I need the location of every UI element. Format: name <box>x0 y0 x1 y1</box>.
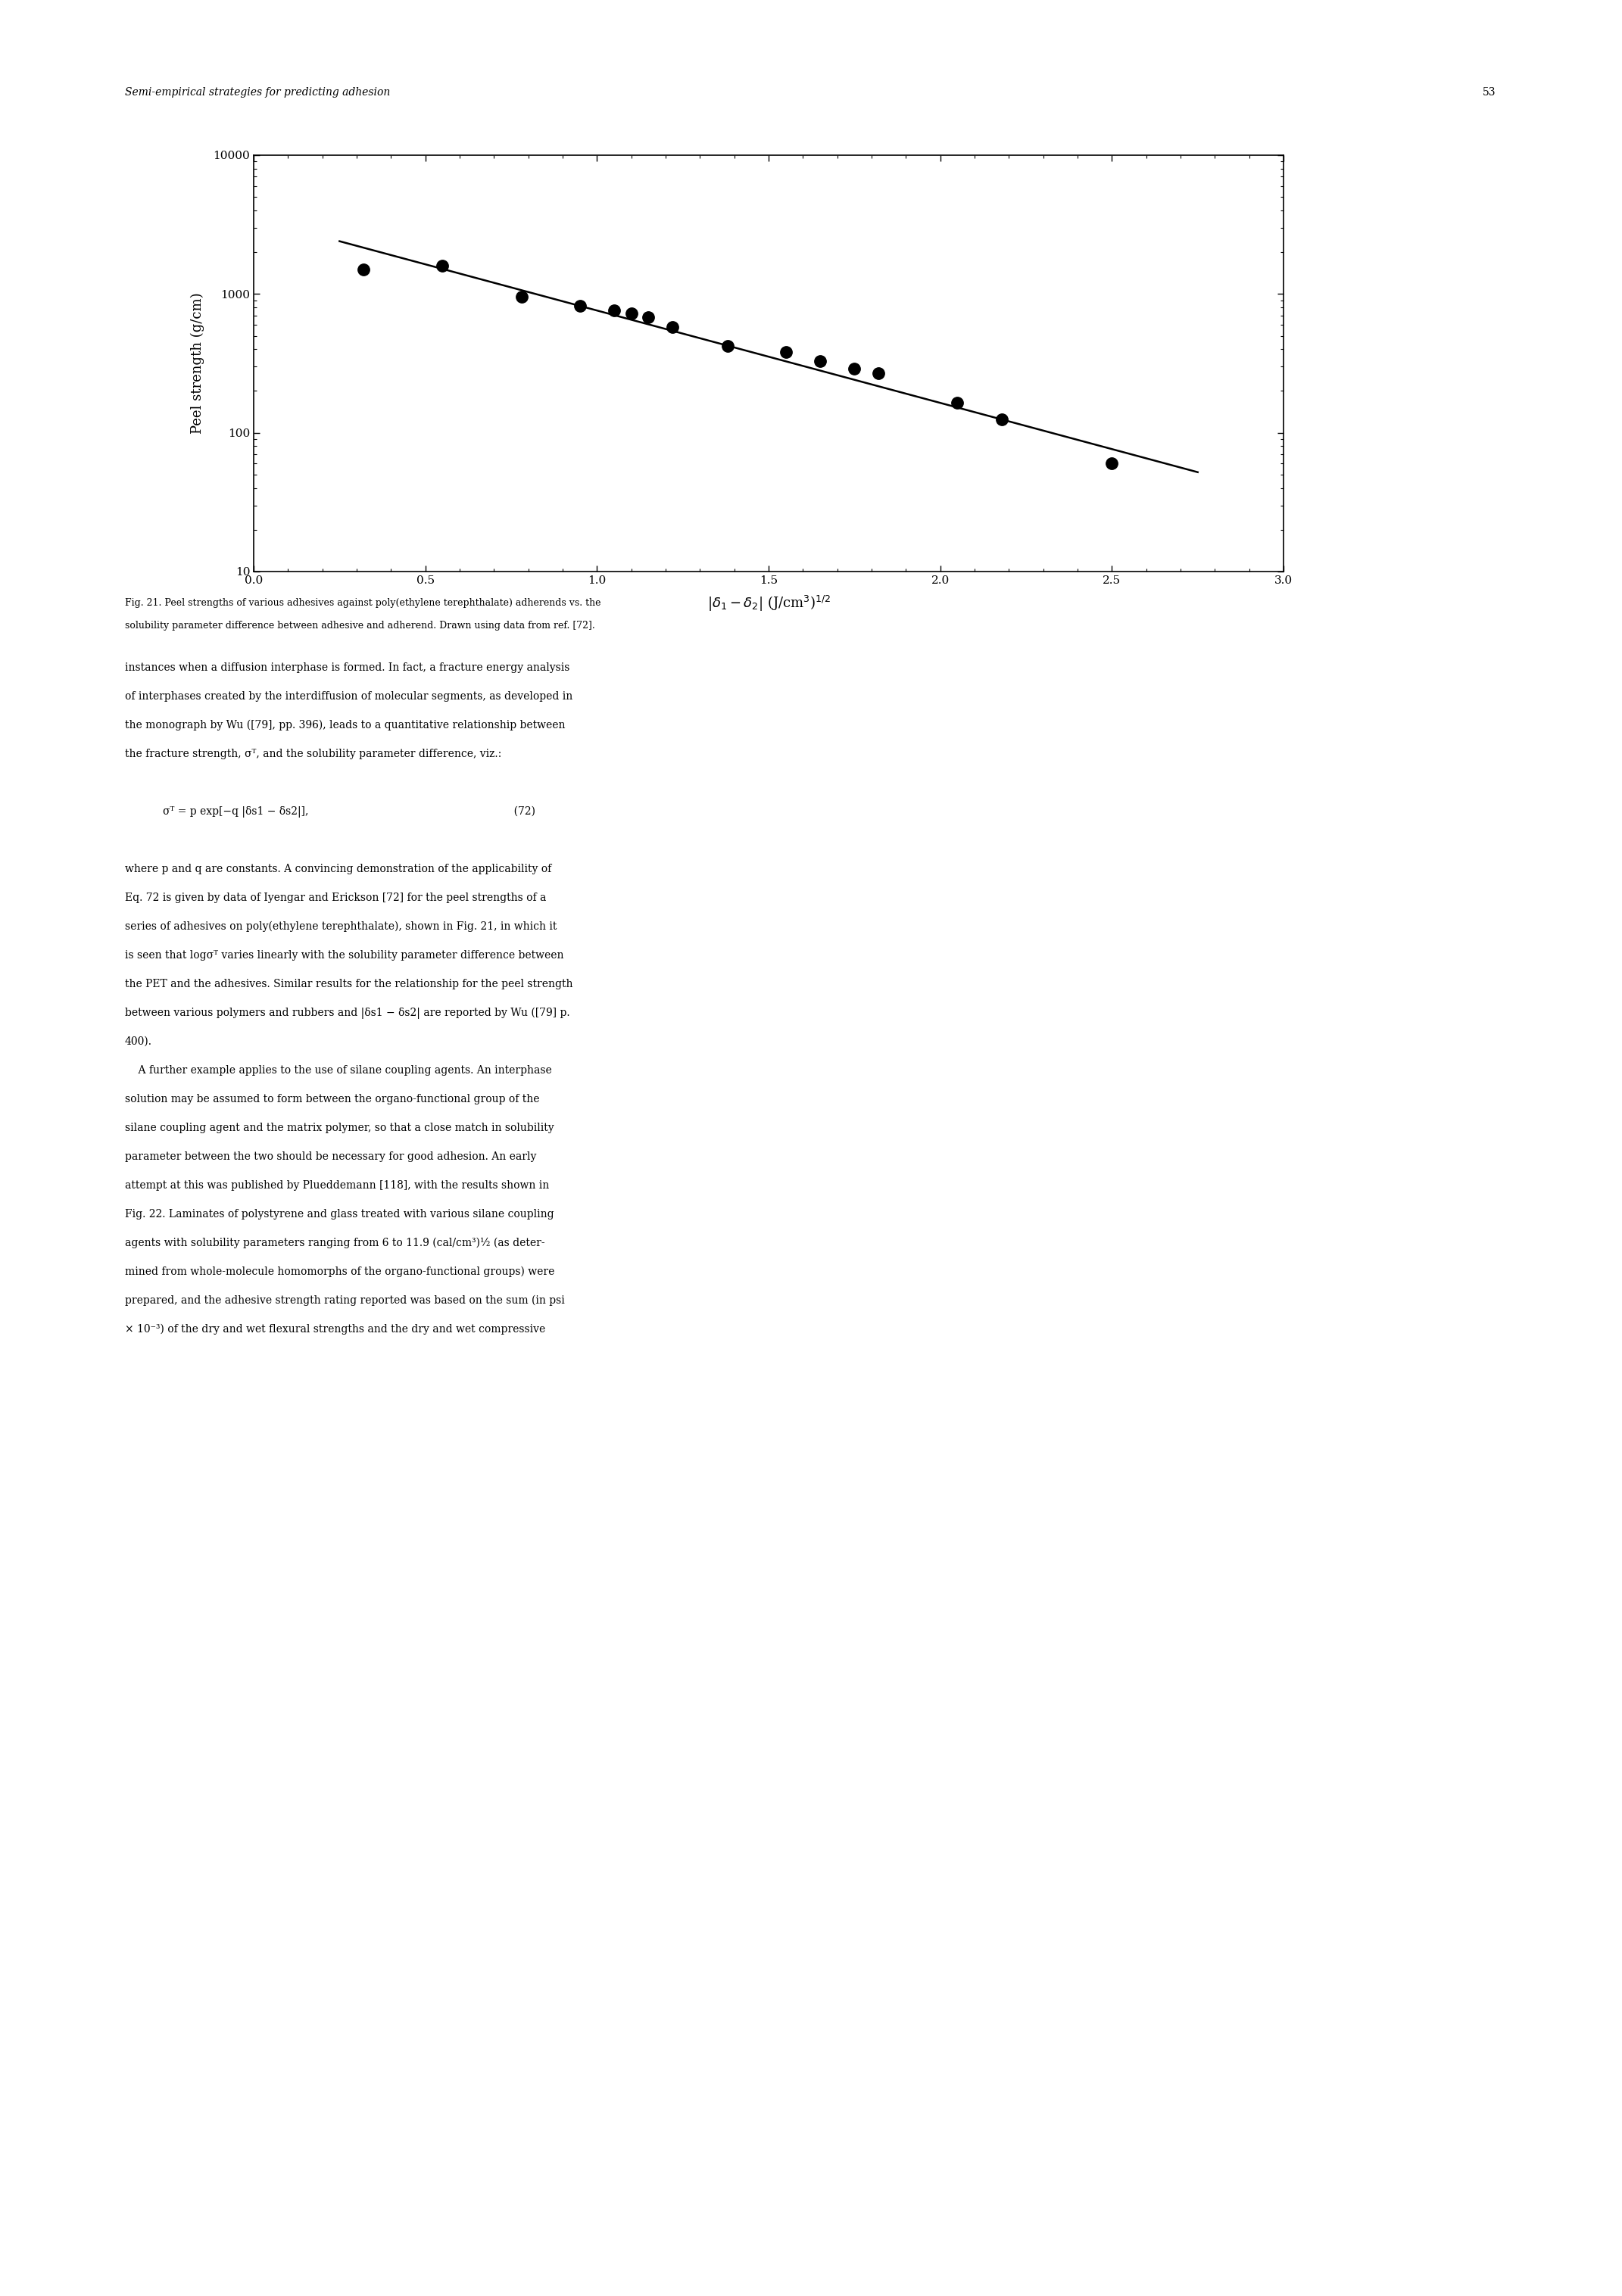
Point <box>866 354 892 390</box>
Point <box>602 292 628 328</box>
Text: between various polymers and rubbers and |δs1 − δs2| are reported by Wu ([79] p.: between various polymers and rubbers and… <box>125 1008 569 1019</box>
Text: solution may be assumed to form between the organo-functional group of the: solution may be assumed to form between … <box>125 1093 540 1104</box>
Text: parameter between the two should be necessary for good adhesion. An early: parameter between the two should be nece… <box>125 1150 537 1162</box>
Text: prepared, and the adhesive strength rating reported was based on the sum (in psi: prepared, and the adhesive strength rati… <box>125 1295 564 1306</box>
Text: of interphases created by the interdiffusion of molecular segments, as developed: of interphases created by the interdiffu… <box>125 691 573 703</box>
Text: solubility parameter difference between adhesive and adherend. Drawn using data : solubility parameter difference between … <box>125 620 595 631</box>
Point <box>566 287 592 324</box>
Point <box>808 342 834 379</box>
Text: A further example applies to the use of silane coupling agents. An interphase: A further example applies to the use of … <box>125 1065 551 1077</box>
Text: the monograph by Wu ([79], pp. 396), leads to a quantitative relationship betwee: the monograph by Wu ([79], pp. 396), lea… <box>125 721 566 730</box>
Text: attempt at this was published by Plueddemann [118], with the results shown in: attempt at this was published by Pluedde… <box>125 1180 550 1192</box>
Text: Eq. 72 is given by data of Iyengar and Erickson [72] for the peel strengths of a: Eq. 72 is given by data of Iyengar and E… <box>125 893 547 902</box>
X-axis label: |$\delta_1 - \delta_2$| (J/cm$^3$)$^{1/2}$: |$\delta_1 - \delta_2$| (J/cm$^3$)$^{1/2… <box>707 595 830 613</box>
Point <box>772 333 798 370</box>
Text: Semi-empirical strategies for predicting adhesion: Semi-empirical strategies for predicting… <box>125 87 391 99</box>
Point <box>430 248 456 285</box>
Text: is seen that logσᵀ varies linearly with the solubility parameter difference betw: is seen that logσᵀ varies linearly with … <box>125 951 564 960</box>
Text: mined from whole-molecule homomorphs of the organo-functional groups) were: mined from whole-molecule homomorphs of … <box>125 1267 555 1277</box>
Text: 400).: 400). <box>125 1035 152 1047</box>
Point <box>350 250 376 287</box>
Text: instances when a diffusion interphase is formed. In fact, a fracture energy anal: instances when a diffusion interphase is… <box>125 661 569 673</box>
Text: 53: 53 <box>1483 87 1495 99</box>
Point <box>660 308 686 344</box>
Text: the PET and the adhesives. Similar results for the relationship for the peel str: the PET and the adhesives. Similar resul… <box>125 978 573 990</box>
Point <box>842 351 868 388</box>
Point <box>636 298 662 335</box>
Point <box>989 402 1015 439</box>
Point <box>618 296 644 333</box>
Text: where p and q are constants. A convincing demonstration of the applicability of: where p and q are constants. A convincin… <box>125 863 551 875</box>
Text: Fig. 22. Laminates of polystyrene and glass treated with various silane coupling: Fig. 22. Laminates of polystyrene and gl… <box>125 1210 555 1219</box>
Text: Fig. 21. Peel strengths of various adhesives against poly(ethylene terephthalate: Fig. 21. Peel strengths of various adhes… <box>125 597 600 608</box>
Point <box>944 383 970 420</box>
Y-axis label: Peel strength (g/cm): Peel strength (g/cm) <box>191 292 204 434</box>
Text: σᵀ = p exp[−q |δs1 − δs2|],                                                     : σᵀ = p exp[−q |δs1 − δs2|], <box>162 806 535 817</box>
Text: the fracture strength, σᵀ, and the solubility parameter difference, viz.:: the fracture strength, σᵀ, and the solub… <box>125 748 501 760</box>
Point <box>1098 445 1124 482</box>
Text: agents with solubility parameters ranging from 6 to 11.9 (cal/cm³)½ (as deter-: agents with solubility parameters rangin… <box>125 1238 545 1249</box>
Text: series of adhesives on poly(ethylene terephthalate), shown in Fig. 21, in which : series of adhesives on poly(ethylene ter… <box>125 921 556 932</box>
Point <box>508 278 534 315</box>
Point <box>714 328 740 365</box>
Text: × 10⁻³) of the dry and wet flexural strengths and the dry and wet compressive: × 10⁻³) of the dry and wet flexural stre… <box>125 1325 545 1334</box>
Text: silane coupling agent and the matrix polymer, so that a close match in solubilit: silane coupling agent and the matrix pol… <box>125 1123 555 1134</box>
